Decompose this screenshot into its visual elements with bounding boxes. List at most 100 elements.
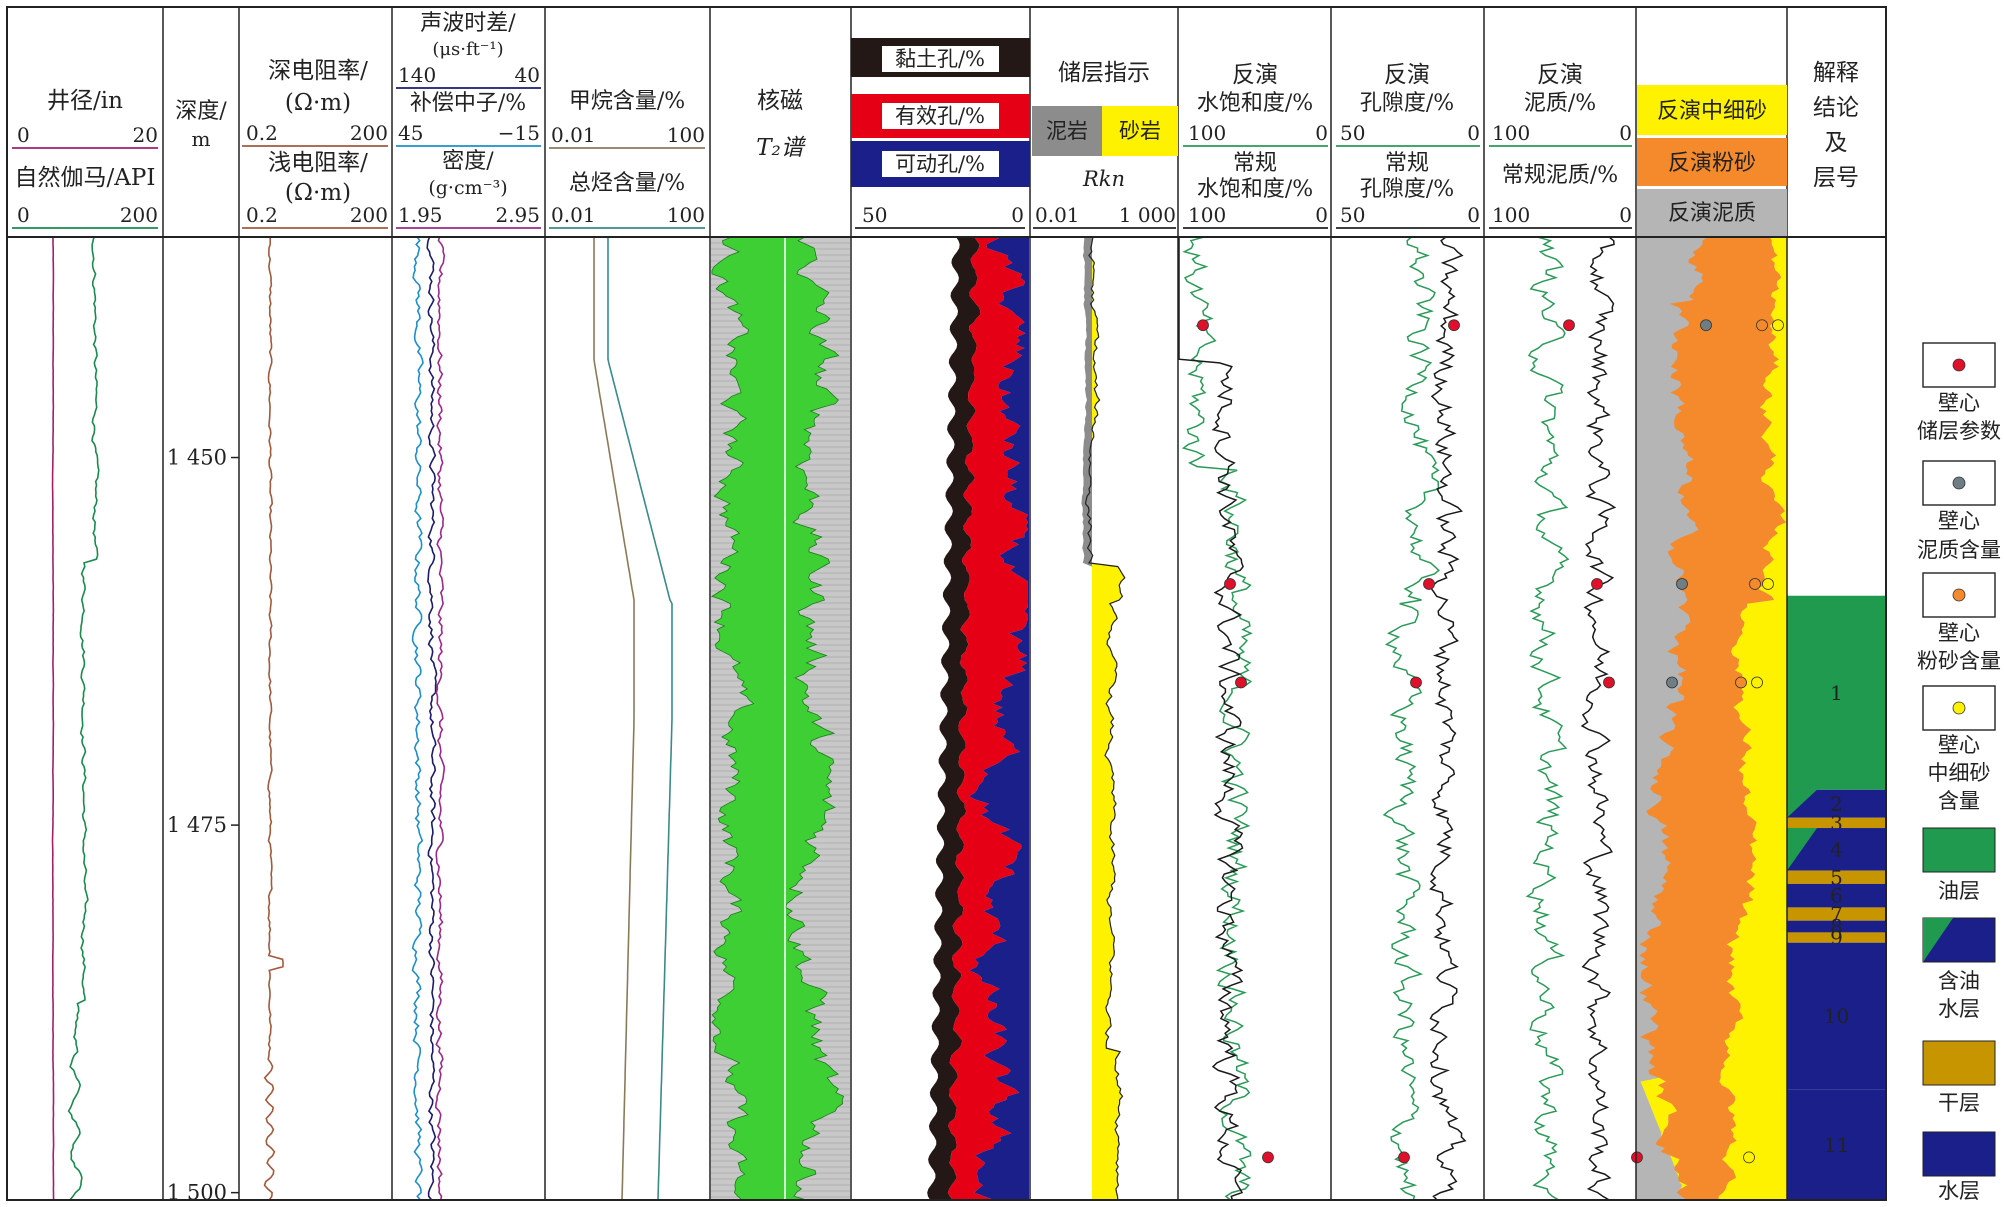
layer-label: 7 <box>1830 902 1843 926</box>
legend-dot <box>1952 358 1966 372</box>
layer-label: 11 <box>1824 1133 1849 1157</box>
legend-label: 中细砂 <box>1928 761 1991 785</box>
core-mud-point <box>1666 676 1678 689</box>
reservoir-indicator-title: 储层指示 <box>1058 60 1150 86</box>
core-sw-point <box>1262 1151 1274 1164</box>
deep-resistivity-curve <box>263 236 284 1201</box>
phi-inv-title: 反演 <box>1384 62 1430 88</box>
movable-pore-area <box>968 237 1029 1200</box>
layer-7-dry <box>1787 907 1886 921</box>
legend-dot <box>1952 476 1966 490</box>
deep-res-unit: (Ω·m) <box>285 90 351 116</box>
core-porosity-point <box>1410 676 1422 689</box>
core-porosity-point <box>1448 319 1460 332</box>
legend-label: 油层 <box>1938 879 1980 903</box>
core-sw-point <box>1224 578 1236 590</box>
acoustic-curve <box>426 236 438 1201</box>
legend-label: 水层 <box>1938 1179 1980 1203</box>
cnl-title: 补偿中子/% <box>410 91 526 116</box>
caliper-curve <box>51 237 55 1201</box>
total-hc-scale-max: 100 <box>667 203 705 227</box>
shale-volume-conventional-curve <box>1580 236 1617 1201</box>
core-shale-point <box>1631 1151 1643 1164</box>
clay-pore-title: 黏土孔/% <box>895 47 985 71</box>
effective-pore-area <box>947 237 1028 1200</box>
phi-conv-unit: 孔隙度/% <box>1360 177 1454 202</box>
interp-title-3: 及 <box>1825 130 1848 156</box>
layer-3-dry <box>1787 817 1886 829</box>
legend-dot <box>1952 701 1966 715</box>
vsh-inv-title: 反演 <box>1537 62 1583 88</box>
layer-label: 4 <box>1830 837 1843 861</box>
core-shale-point <box>1591 578 1603 590</box>
core-sand-point <box>1762 578 1774 590</box>
layer-8-water <box>1787 920 1886 933</box>
depth-tick-label: 1 450 <box>167 446 227 470</box>
sand-header-band <box>1102 106 1178 156</box>
depth-title: 深度/ <box>175 99 227 124</box>
legend-label: 含量 <box>1938 789 1980 813</box>
shallow-res-title: 浅电阻率/ <box>268 150 368 176</box>
legend-label: 储层参数 <box>1917 419 2001 443</box>
sw-inv-unit: 水饱和度/% <box>1197 91 1313 116</box>
methane-curve <box>593 237 635 1201</box>
legend-swatch <box>1922 827 1996 873</box>
nmr-spectrum <box>711 236 850 1201</box>
vsh-conv-title: 常规泥质/% <box>1502 163 1618 188</box>
core-mud-point <box>1676 578 1688 590</box>
deep-res-title: 深电阻率/ <box>268 58 368 84</box>
core-silt-point <box>1735 676 1747 689</box>
depth-tick-label: 1 500 <box>167 1181 227 1205</box>
nmr-subtitle: T₂谱 <box>756 135 807 161</box>
density-curve <box>434 236 446 1201</box>
total-hc-title: 总烃含量/% <box>569 171 685 196</box>
sw-inv-scale-max: 0 <box>1315 121 1328 145</box>
sand-lithology-area <box>1718 237 1787 1200</box>
sand-indicator-area <box>1085 237 1125 1200</box>
interp-title-1: 解释 <box>1813 60 1859 86</box>
den-scale-min: 1.95 <box>398 203 443 227</box>
sw-conv-title: 常规 <box>1233 151 1277 176</box>
chart-frame <box>6 6 1887 1201</box>
ac-unit: (μs·ft⁻¹) <box>432 39 503 60</box>
rkn-scale-max: 1 000 <box>1119 203 1176 227</box>
phi-inv-unit: 孔隙度/% <box>1360 91 1454 116</box>
layer-label: 5 <box>1830 865 1843 889</box>
water-saturation-inversion-curve <box>1181 236 1253 1201</box>
porosity-inversion-curve <box>1382 236 1440 1201</box>
core-sand-point <box>1751 676 1763 689</box>
mud-header-band <box>1032 106 1102 156</box>
sw-conv-scale-min: 100 <box>1188 203 1226 227</box>
shallow-res-scale-min: 0.2 <box>246 203 278 227</box>
mud-label: 泥岩 <box>1046 119 1088 143</box>
legend-label: 壁心 <box>1938 391 1980 415</box>
vsh-conv-scale-max: 0 <box>1619 203 1632 227</box>
core-shale-point <box>1603 676 1615 689</box>
layer-label: 10 <box>1824 1004 1849 1028</box>
depth-unit: m <box>192 127 211 151</box>
sw-inv-scale-min: 100 <box>1188 121 1226 145</box>
gr-scale-max: 200 <box>120 203 158 227</box>
legend-label: 含油 <box>1938 969 1980 993</box>
legend-box <box>1922 460 1996 506</box>
total-hydrocarbon-curve <box>607 237 673 1201</box>
vsh-inv-unit: 泥质/% <box>1524 91 1596 116</box>
core-sand-point <box>1743 1151 1755 1164</box>
vsh-conv-scale-min: 100 <box>1492 203 1530 227</box>
legend-label: 壁心 <box>1938 621 1980 645</box>
effective-pore-title: 有效孔/% <box>895 104 985 128</box>
rkn-curve <box>1084 236 1126 1201</box>
den-scale-max: 2.95 <box>495 203 540 227</box>
core-mud-point <box>1700 319 1712 332</box>
cnl-scale-min: 45 <box>398 121 423 145</box>
gr-scale-min: 0 <box>17 203 30 227</box>
clay-pore-area <box>927 237 981 1200</box>
den-title: 密度/ <box>442 149 494 174</box>
layer-label: 1 <box>1830 681 1843 705</box>
caliper-scale-max: 20 <box>133 123 158 147</box>
sw-inv-title: 反演 <box>1232 62 1278 88</box>
ac-scale-max: 40 <box>515 63 540 87</box>
legend-label: 壁心 <box>1938 733 1980 757</box>
core-shale-point <box>1563 319 1575 332</box>
phi-conv-scale-min: 50 <box>1340 203 1365 227</box>
